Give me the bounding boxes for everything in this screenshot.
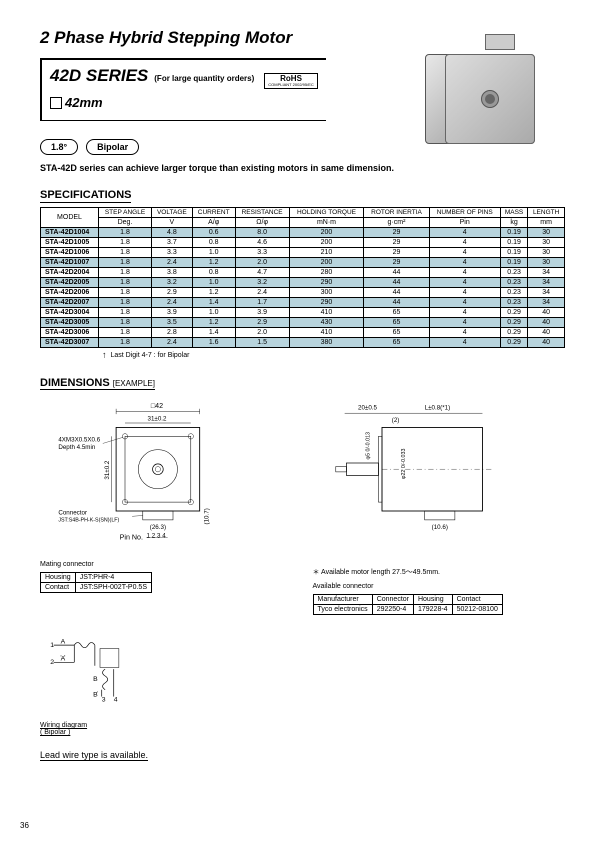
- svg-text:Depth 4.5min: Depth 4.5min: [58, 444, 96, 451]
- svg-text:JST:S4B-PH-K-S(SN)(LF): JST:S4B-PH-K-S(SN)(LF): [58, 518, 119, 524]
- svg-text:Connector: Connector: [58, 510, 87, 517]
- svg-text:□42: □42: [151, 402, 163, 410]
- front-view-drawing: □42 31±0.2 4XM3X0.5X0.6 Dep: [40, 399, 290, 559]
- svg-text:4: 4: [114, 697, 118, 704]
- svg-text:31±0.2: 31±0.2: [104, 460, 111, 480]
- tag-polarity: Bipolar: [86, 139, 139, 155]
- svg-text:(2): (2): [391, 417, 399, 424]
- wiring-diagram: 1 A 2 A B B 3 4 Wiring diagram (: [40, 625, 565, 736]
- page-number: 36: [20, 821, 29, 830]
- mating-table: HousingJST:PHR-4 ContactJST:SPH-002T-P0.…: [40, 572, 152, 593]
- svg-text:A: A: [61, 638, 66, 645]
- svg-text:φ22 0/-0.033: φ22 0/-0.033: [401, 449, 407, 479]
- spec-table: MODELSTEP ANGLEVOLTAGECURRENTRESISTANCEH…: [40, 207, 565, 348]
- series-sub: (For large quantity orders): [154, 74, 254, 83]
- svg-text:φ5 0/-0.013: φ5 0/-0.013: [365, 432, 371, 459]
- series-block: 42D SERIES (For large quantity orders) R…: [40, 58, 326, 121]
- square-icon: [50, 97, 62, 109]
- svg-text:B: B: [93, 676, 98, 683]
- arrow-up-icon: ↓: [102, 352, 107, 359]
- avail-table: ManufacturerConnectorHousingContact Tyco…: [313, 594, 503, 615]
- svg-text:1: 1: [50, 642, 54, 649]
- svg-text:(26.3): (26.3): [150, 524, 166, 531]
- svg-text:B: B: [93, 692, 98, 699]
- svg-text:20±0.5: 20±0.5: [358, 405, 378, 412]
- svg-text:1234: 1234: [147, 533, 168, 540]
- svg-text:A: A: [61, 656, 66, 663]
- avail-connector-heading: Available connector: [313, 583, 566, 590]
- series-name: 42D SERIES: [50, 66, 148, 86]
- side-view-col: 20±0.5 L±0.8(*1) (2) φ5 0/-0.013 φ22 0/-…: [313, 399, 566, 615]
- svg-text:(10.6): (10.6): [431, 524, 447, 531]
- spec-heading: SPECIFICATIONS: [40, 189, 131, 203]
- svg-text:2: 2: [50, 659, 54, 666]
- mating-connector-heading: Mating connector: [40, 561, 293, 568]
- svg-text:3: 3: [102, 697, 106, 704]
- lead-wire-note: Lead wire type is available.: [40, 750, 148, 761]
- motor-photo: [395, 24, 565, 154]
- tag-angle: 1.8°: [40, 139, 78, 155]
- svg-text:L±0.8(*1): L±0.8(*1): [424, 405, 450, 412]
- svg-text:4XM3X0.5X0.6: 4XM3X0.5X0.6: [58, 437, 100, 444]
- rohs-badge: RoHS COMPLIANT 2002/95/EC: [264, 73, 318, 89]
- front-view-col: □42 31±0.2 4XM3X0.5X0.6 Dep: [40, 399, 293, 615]
- page: 2 Phase Hybrid Stepping Motor 42D SERIES…: [0, 0, 595, 783]
- spec-footnote: ↓ Last Digit 4-7 : for Bipolar: [102, 352, 565, 359]
- side-view-drawing: 20±0.5 L±0.8(*1) (2) φ5 0/-0.013 φ22 0/-…: [313, 399, 563, 559]
- svg-text:(10.7): (10.7): [204, 508, 211, 524]
- intro-text: STA-42D series can achieve larger torque…: [40, 163, 565, 173]
- svg-text:Pin No.: Pin No.: [120, 533, 143, 541]
- svg-text:31±0.2: 31±0.2: [148, 415, 168, 422]
- wiring-caption: Wiring diagram ( Bipolar ): [40, 722, 565, 736]
- length-note: ＊ Available motor length 27.5〜49.5mm.: [313, 567, 566, 577]
- dimensions-heading: DIMENSIONS [EXAMPLE]: [40, 377, 155, 390]
- series-size: 42mm: [65, 95, 103, 110]
